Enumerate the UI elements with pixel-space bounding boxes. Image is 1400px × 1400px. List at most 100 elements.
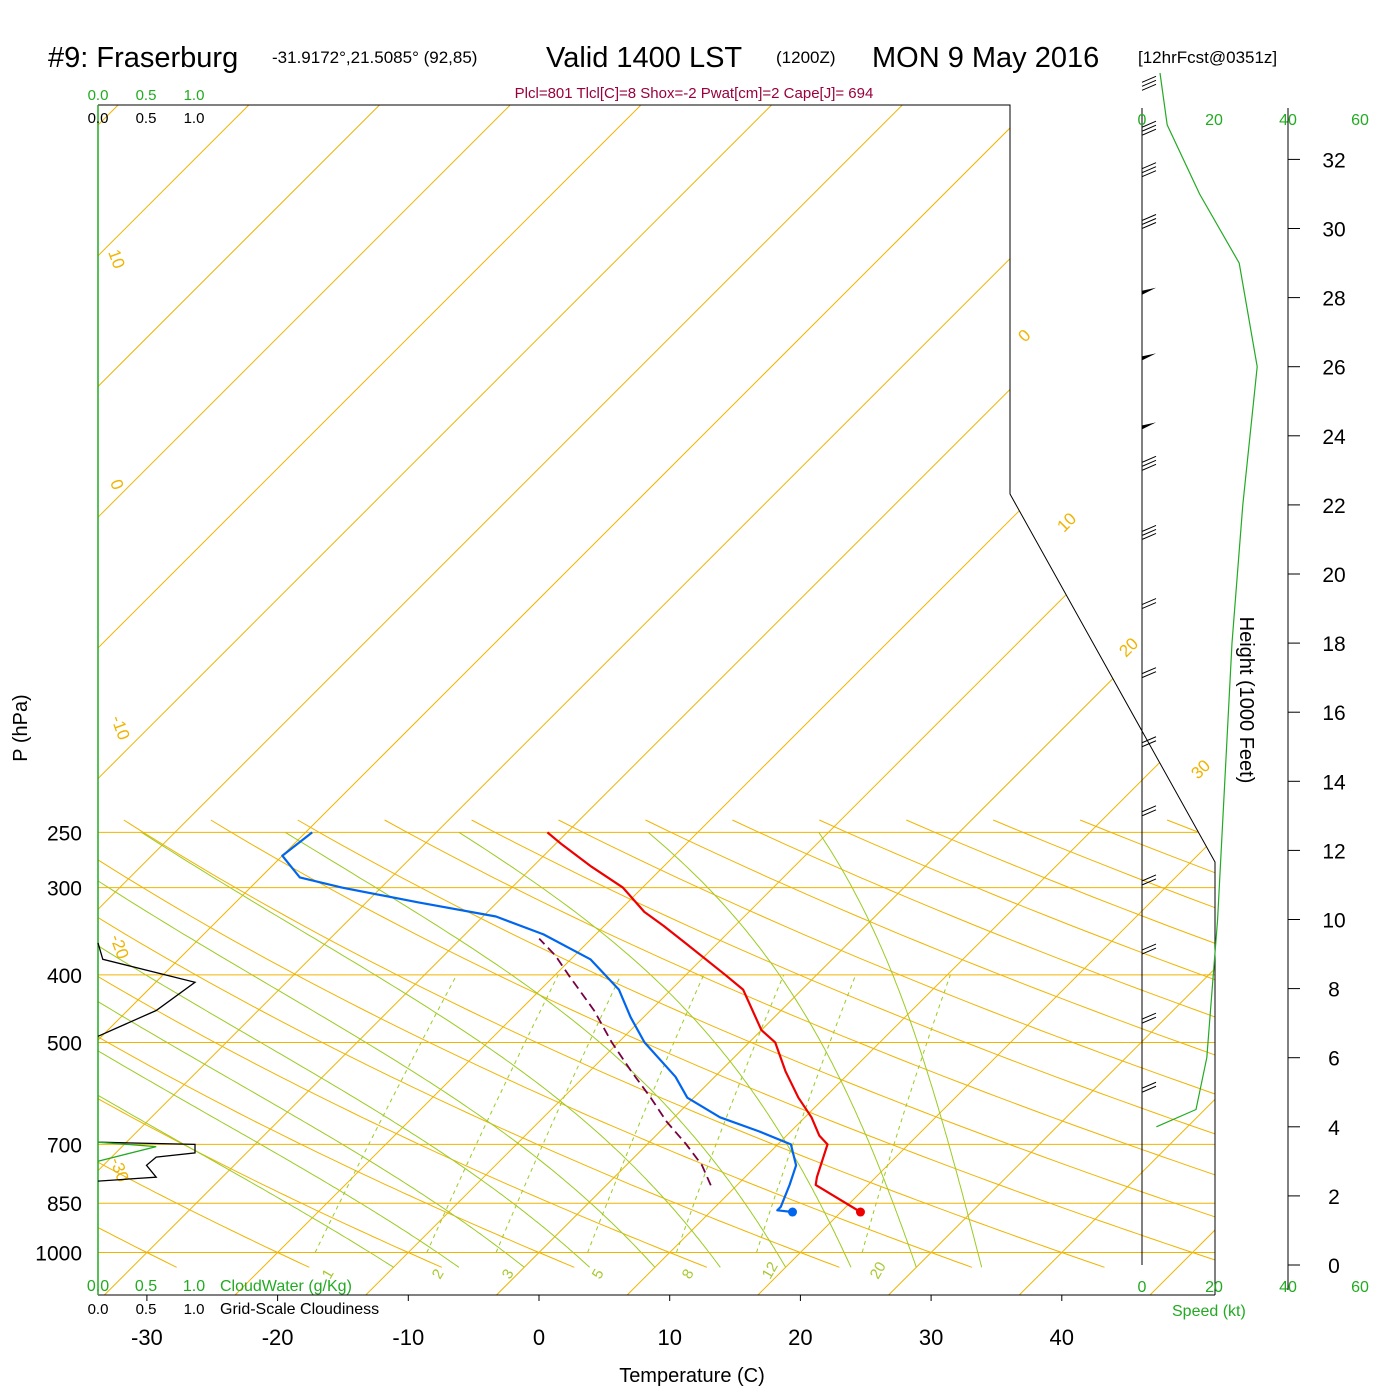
temperature-tick-label: -30 — [131, 1325, 163, 1350]
wind-barb-feather — [1141, 809, 1157, 817]
moist-adiabat-line — [285, 831, 787, 1268]
wind-barb-feather — [1141, 75, 1157, 83]
wind-barb-feather — [1141, 459, 1157, 467]
dry-adiabat-line — [384, 819, 1215, 1268]
wind-barb — [1142, 422, 1156, 430]
temperature-surface-marker — [855, 1207, 865, 1217]
pressure-tick-label: 1000 — [35, 1243, 82, 1266]
height-tick-label: 22 — [1322, 495, 1345, 518]
wind-barb-feather — [1141, 1085, 1157, 1093]
wind-barb — [1141, 1012, 1157, 1024]
moist-adiabat-line — [141, 831, 721, 1268]
height-tick-label: 18 — [1322, 633, 1345, 656]
wind-barb-feather — [1141, 218, 1157, 225]
isotherm-label: 0 — [106, 477, 127, 492]
sounding-series — [281, 831, 865, 1217]
wind-barb — [1142, 353, 1156, 361]
dry-adiabat-line — [98, 819, 443, 1268]
isotherm-line — [626, 105, 1215, 1295]
wind-barb-feather — [1141, 528, 1157, 536]
wind-barb-feather — [1141, 602, 1157, 610]
speed-tick-label-bottom: 40 — [1279, 1279, 1297, 1296]
wind-barb-feather — [1141, 947, 1157, 955]
cloudwater-label: CloudWater (g/Kg) — [220, 1278, 352, 1295]
cloudiness-tick-label-bottom: 0.0 — [88, 1301, 109, 1318]
cloudiness-label: Grid-Scale Cloudiness — [220, 1301, 379, 1318]
moist-adiabat-line — [98, 832, 525, 1268]
isotherm-label: 0 — [1014, 326, 1034, 346]
isotherm-line — [98, 105, 511, 1295]
wind-barb-feather — [1141, 1016, 1157, 1024]
wind-barb-feather — [1141, 943, 1157, 951]
dry-adiabat-line — [98, 819, 575, 1268]
cloudwater-line — [97, 1141, 157, 1162]
wind-barb-feather — [1141, 598, 1157, 606]
wind-barb — [1141, 943, 1157, 955]
dry-adiabat-line — [98, 819, 973, 1268]
station-title: #9: Fraserburg — [48, 42, 238, 74]
wind-barb — [1141, 874, 1157, 886]
dry-adiabat-line — [98, 819, 310, 1268]
moist-adiabat-line — [818, 832, 983, 1268]
speed-tick-label-top: 0 — [1138, 112, 1147, 129]
isotherm-label: 10 — [104, 247, 128, 271]
wind-panel — [1141, 72, 1289, 1290]
dry-adiabat-line — [819, 819, 1215, 1268]
cloudiness-tick-label-top: 0.5 — [136, 110, 157, 127]
wind-barb — [1141, 805, 1157, 817]
isotherm-line — [98, 105, 1165, 1295]
valid-date: MON 9 May 2016 — [872, 42, 1099, 74]
wind-barb — [1141, 120, 1157, 136]
cloudiness-tick-label-bottom: 1.0 — [184, 1301, 205, 1318]
mixing-ratio-line — [495, 974, 622, 1253]
wind-barb-feather — [1141, 170, 1157, 178]
cloudiness-tick-label-top: 0.0 — [88, 110, 109, 127]
utc-time: (1200Z) — [776, 48, 836, 67]
wind-barb-feather — [1141, 805, 1157, 813]
wind-barb-feather — [1141, 463, 1157, 471]
dry-adiabat-line — [1166, 819, 1215, 1268]
height-tick-label: 4 — [1328, 1117, 1340, 1140]
cloudwater-tick-label-bottom: 0.5 — [135, 1278, 157, 1295]
wind-barb-feather — [1141, 524, 1157, 532]
moist-adiabat-line — [98, 831, 590, 1268]
cloudwater-tick-label-top: 0.0 — [88, 87, 109, 104]
isotherm-line — [234, 105, 1215, 1295]
temperature-tick-label: 20 — [788, 1325, 812, 1350]
wind-barb-feather — [1141, 83, 1157, 91]
cloudiness-line — [97, 1141, 196, 1182]
wind-barb — [1141, 598, 1157, 610]
wind-barb — [1141, 1081, 1157, 1093]
wind-barb-feather — [1141, 878, 1157, 886]
cloud-panel — [97, 942, 197, 1182]
dry-adiabat-line — [123, 819, 1105, 1268]
dry-adiabat-line — [732, 819, 1215, 1268]
dry-adiabat-line — [645, 819, 1215, 1268]
wind-barb-feather — [1141, 874, 1157, 882]
wind-barb-feather — [1141, 166, 1157, 174]
height-tick-label: 24 — [1322, 426, 1346, 449]
dry-adiabat-line — [906, 819, 1215, 1268]
isotherm-label: 30 — [1187, 756, 1214, 783]
wind-barb — [1141, 736, 1157, 748]
wind-barb-pennant — [1142, 353, 1156, 361]
wind-barb — [1142, 287, 1156, 295]
temperature-tick-label: -20 — [262, 1325, 294, 1350]
dry-adiabat-line — [1254, 820, 1400, 1267]
dry-adiabat-line — [210, 819, 1215, 1268]
mixing-ratio-line — [587, 974, 705, 1253]
height-tick-label: 16 — [1322, 702, 1345, 725]
moist-adiabat-line — [98, 832, 460, 1268]
wind-barb-feather — [1141, 667, 1157, 675]
wind-barb-feather — [1141, 120, 1157, 128]
height-tick-label: 30 — [1322, 219, 1345, 242]
temperature-tick-label: 10 — [657, 1325, 681, 1350]
moist-adiabat-line — [647, 832, 917, 1268]
wind-barb-feather — [1141, 214, 1157, 221]
mixing-ratio-label: 5 — [589, 1266, 608, 1282]
wind-barb — [1141, 214, 1157, 229]
wind-barb-feather — [1141, 124, 1157, 132]
isotherm-line — [98, 105, 380, 1295]
cloudwater-tick-label-top: 0.5 — [136, 87, 157, 104]
speed-axis-label: Speed (kt) — [1172, 1303, 1246, 1320]
